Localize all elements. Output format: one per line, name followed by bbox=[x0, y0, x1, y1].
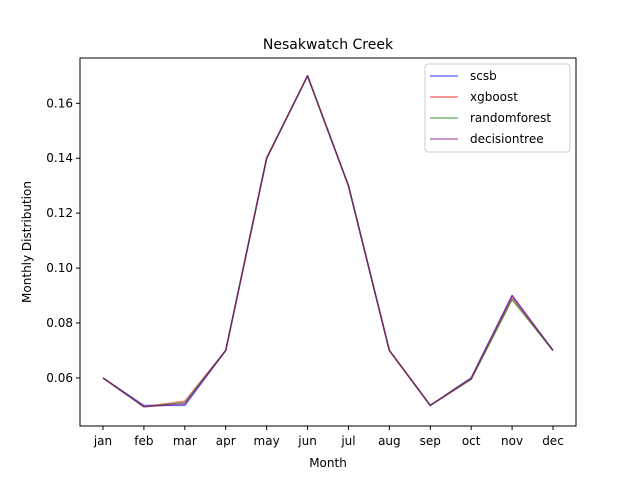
x-tick-label-oct: oct bbox=[462, 434, 481, 448]
x-tick-label-sep: sep bbox=[420, 434, 441, 448]
y-tick-label-0.06: 0.06 bbox=[46, 371, 73, 385]
y-tick-label-0.14: 0.14 bbox=[46, 151, 73, 165]
legend-label-xgboost: xgboost bbox=[470, 90, 518, 104]
legend-label-decisiontree: decisiontree bbox=[470, 132, 544, 146]
y-axis-label: Monthly Distribution bbox=[20, 181, 34, 303]
x-tick-label-jan: jan bbox=[93, 434, 112, 448]
legend-label-scsb: scsb bbox=[470, 69, 497, 83]
x-tick-label-aug: aug bbox=[378, 434, 401, 448]
legend-box bbox=[424, 63, 571, 153]
y-tick-label-0.12: 0.12 bbox=[46, 206, 73, 220]
x-tick-label-dec: dec bbox=[542, 434, 564, 448]
x-tick-label-apr: apr bbox=[216, 434, 236, 448]
y-tick-label-0.08: 0.08 bbox=[46, 316, 73, 330]
x-tick-label-jul: jul bbox=[340, 434, 355, 448]
series-layer bbox=[102, 75, 554, 408]
x-tick-label-jun: jun bbox=[297, 434, 317, 448]
plot-frame bbox=[79, 57, 577, 427]
series-line-decisiontree bbox=[102, 75, 554, 408]
x-tick-label-mar: mar bbox=[173, 434, 197, 448]
y-axis: 0.06 0.08 0.10 0.12 0.14 0.16 bbox=[46, 96, 80, 385]
y-tick-label-0.10: 0.10 bbox=[46, 261, 73, 275]
x-tick-label-may: may bbox=[254, 434, 280, 448]
legend: scsb xgboost randomforest decisiontree bbox=[424, 63, 571, 153]
chart-title: Nesakwatch Creek bbox=[263, 37, 394, 53]
x-axis-label: Month bbox=[309, 456, 347, 470]
x-tick-label-feb: feb bbox=[134, 434, 153, 448]
y-tick-label-0.16: 0.16 bbox=[46, 96, 73, 110]
x-tick-label-nov: nov bbox=[501, 434, 523, 448]
x-axis: jan feb mar apr may jun jul aug sep oct nov dec bbox=[93, 426, 564, 448]
legend-label-randomforest: randomforest bbox=[470, 111, 551, 125]
